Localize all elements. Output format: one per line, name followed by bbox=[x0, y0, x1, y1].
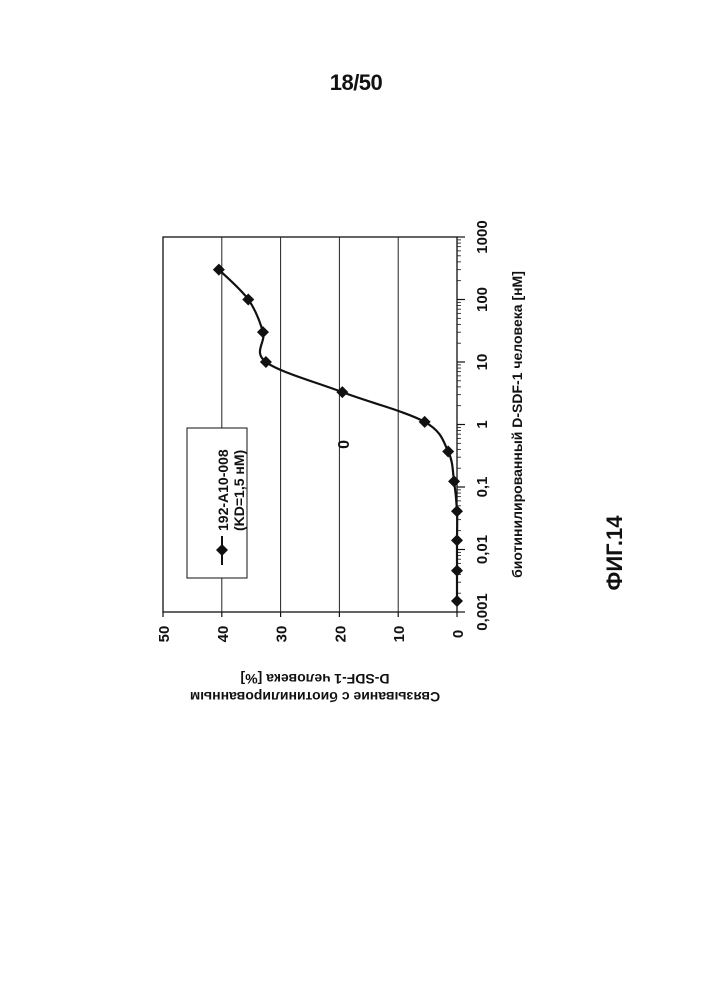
legend: 192-A10-008(KD=1,5 нМ) bbox=[187, 428, 247, 578]
data-point-marker bbox=[448, 475, 460, 487]
y-tick-label: 30 bbox=[274, 626, 291, 643]
data-point-marker bbox=[451, 565, 463, 577]
annotation-text: 0 bbox=[336, 440, 353, 449]
x-tick-label: 0,1 bbox=[474, 477, 491, 498]
y-axis-title-line-2: D-SDF-1 человека [%] bbox=[241, 671, 390, 687]
data-point-marker bbox=[451, 534, 463, 546]
data-point-marker bbox=[257, 326, 269, 338]
x-tick-label: 0,001 bbox=[474, 593, 491, 631]
gridlines bbox=[222, 237, 398, 612]
x-tick-label: 100 bbox=[474, 287, 491, 312]
series-line bbox=[219, 270, 457, 601]
figure-label: ФИГ.14 bbox=[602, 515, 627, 591]
y-tick-label: 0 bbox=[450, 630, 467, 638]
legend-label: 192-A10-008 bbox=[215, 449, 231, 531]
y-axis-title-line-1: Связывание с биотинилированным bbox=[190, 689, 440, 705]
x-tick-label: 1 bbox=[474, 420, 491, 428]
y-tick-label: 20 bbox=[332, 626, 349, 643]
data-point-marker bbox=[336, 386, 348, 398]
x-axis-title: биотинилированный D-SDF-1 человека [нМ] bbox=[509, 271, 525, 578]
x-tick-label: 1000 bbox=[474, 220, 491, 253]
y-tick-label: 40 bbox=[215, 626, 232, 643]
data-points bbox=[213, 264, 463, 607]
y-tick-label: 10 bbox=[391, 626, 408, 643]
y-tick-label: 50 bbox=[156, 626, 173, 643]
x-tick-label: 0,01 bbox=[474, 535, 491, 564]
x-tick-label: 10 bbox=[474, 354, 491, 371]
data-point-marker bbox=[451, 505, 463, 517]
data-point-marker bbox=[451, 595, 463, 607]
data-point-marker bbox=[419, 416, 431, 428]
legend-label-kd: (KD=1,5 нМ) bbox=[231, 450, 247, 531]
data-point-marker bbox=[442, 445, 454, 457]
series-lines bbox=[219, 270, 457, 601]
